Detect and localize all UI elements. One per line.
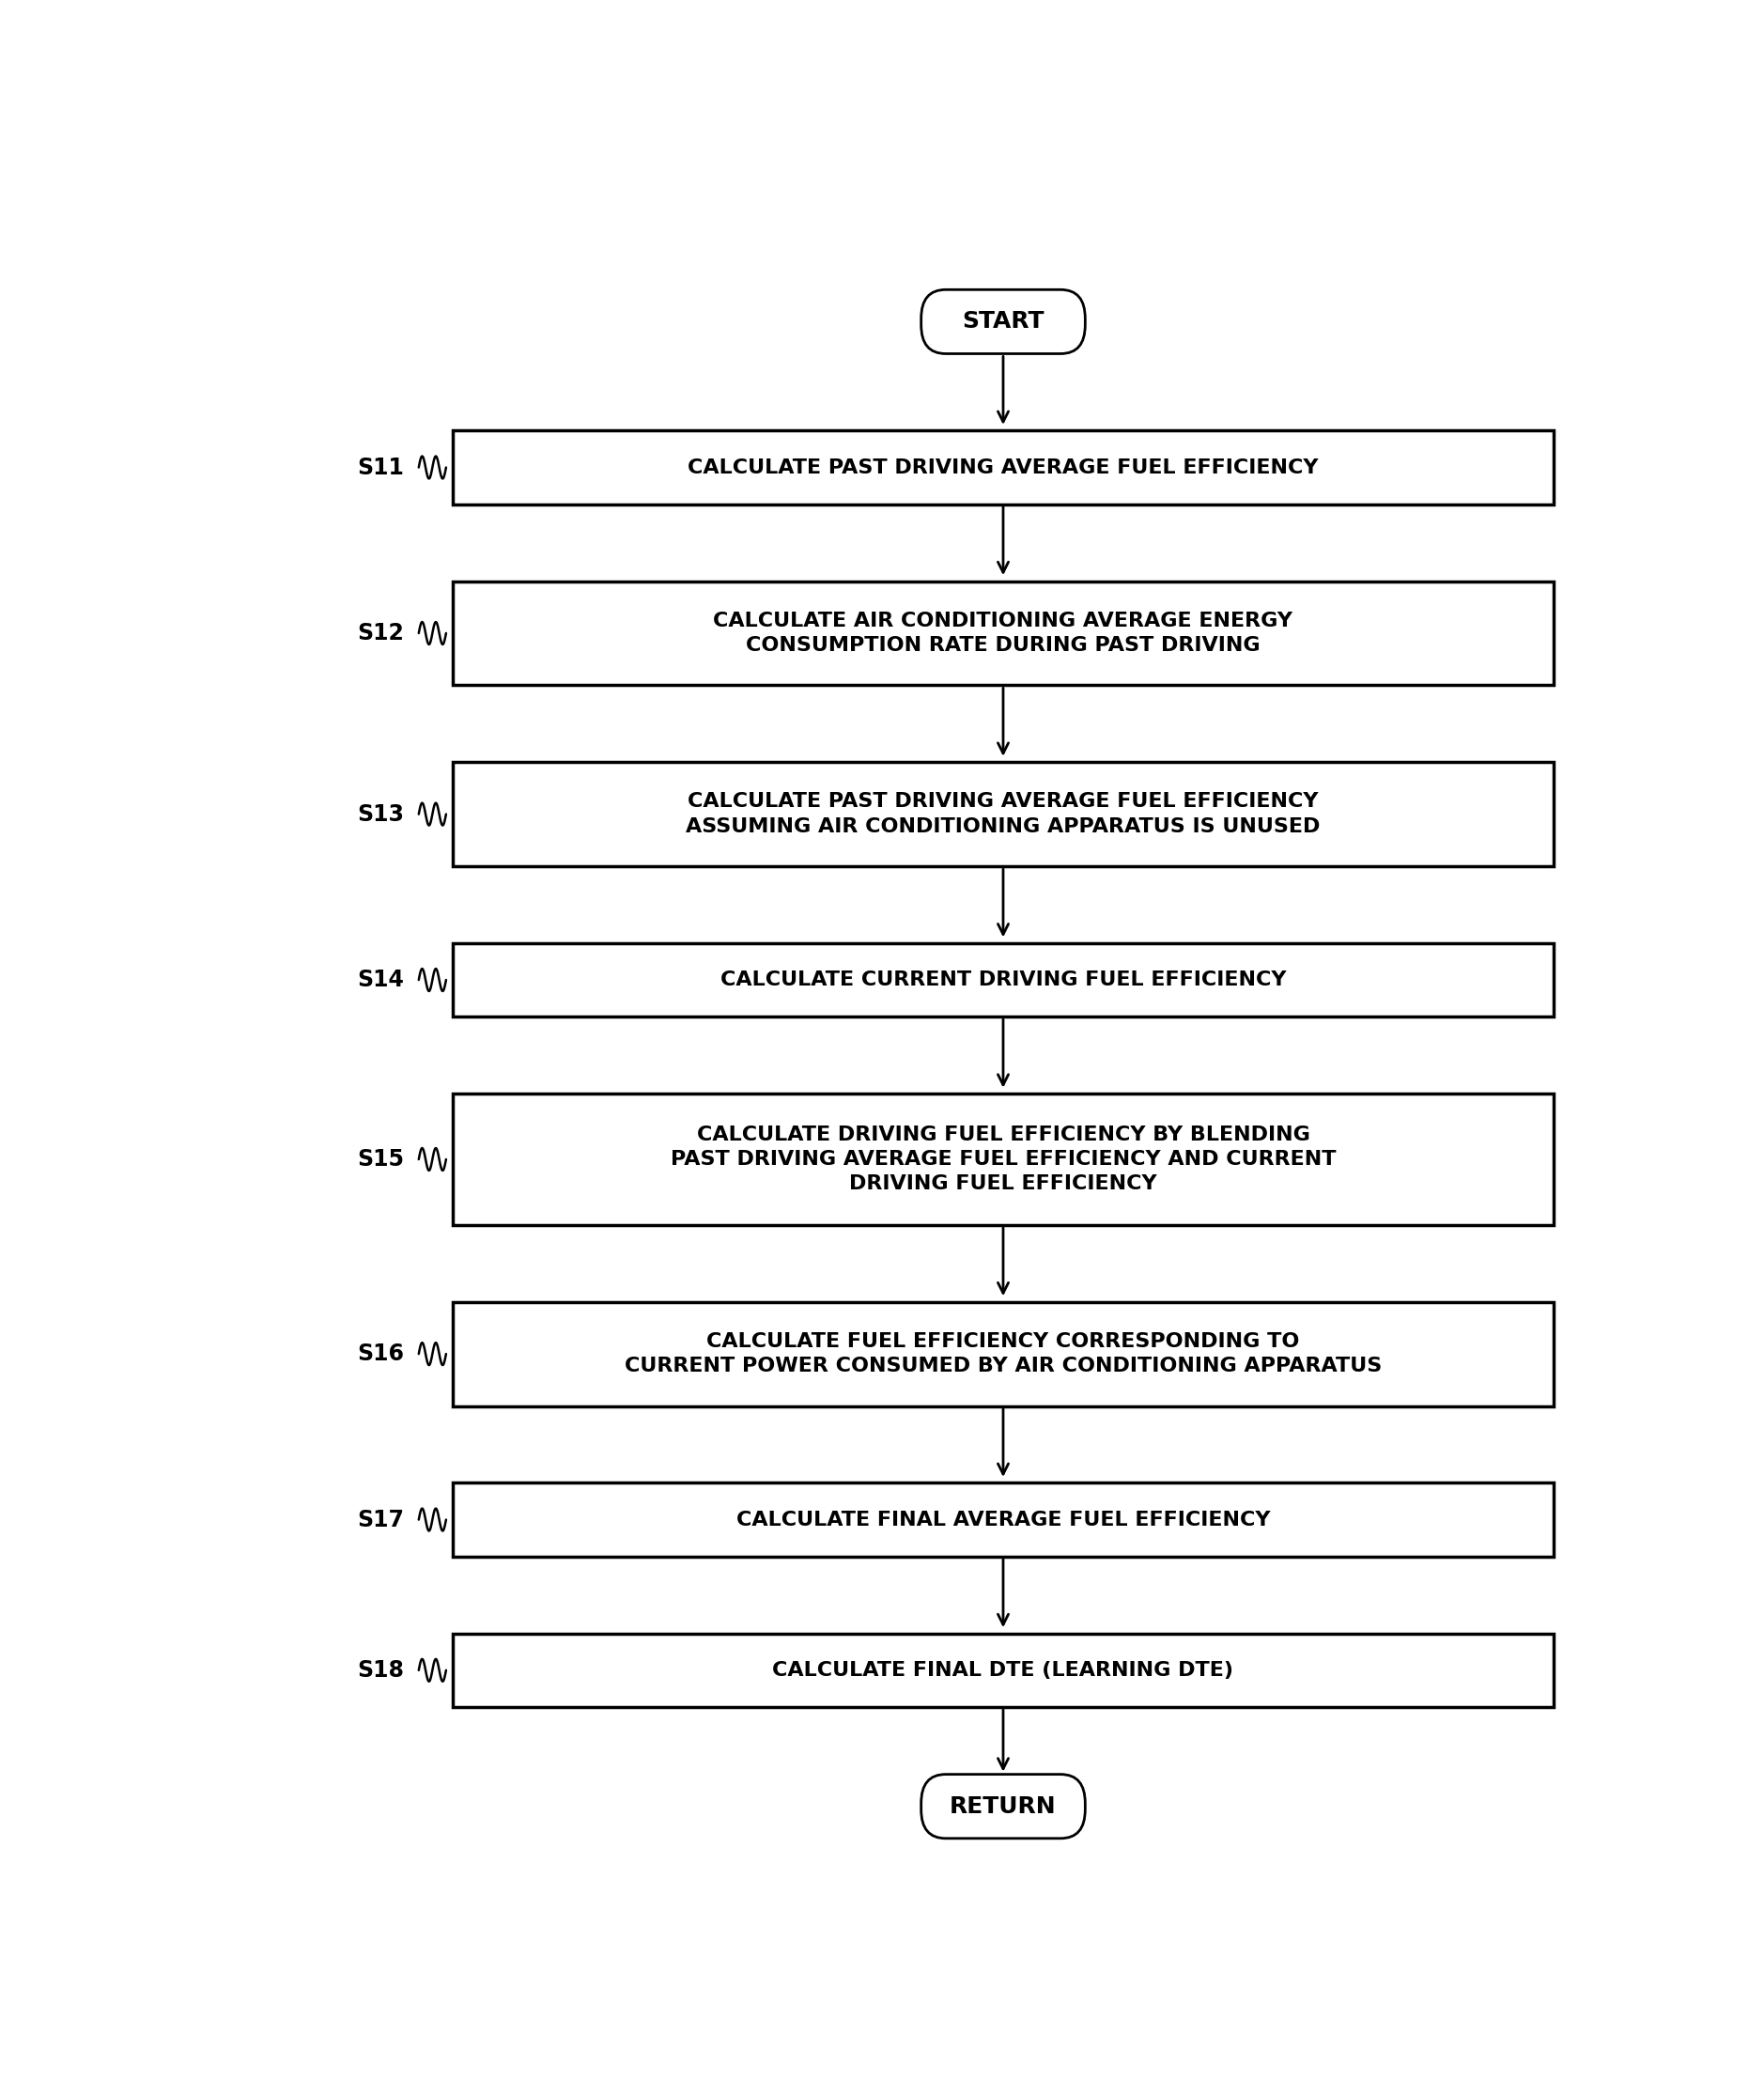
Text: S16: S16 <box>358 1342 404 1364</box>
Text: S11: S11 <box>358 456 404 478</box>
Text: START: START <box>961 310 1044 333</box>
FancyBboxPatch shape <box>453 761 1554 865</box>
FancyBboxPatch shape <box>453 1483 1554 1556</box>
Text: CALCULATE PAST DRIVING AVERAGE FUEL EFFICIENCY
ASSUMING AIR CONDITIONING APPARAT: CALCULATE PAST DRIVING AVERAGE FUEL EFFI… <box>686 792 1319 836</box>
FancyBboxPatch shape <box>453 1302 1554 1406</box>
Text: CALCULATE CURRENT DRIVING FUEL EFFICIENCY: CALCULATE CURRENT DRIVING FUEL EFFICIENC… <box>720 971 1286 990</box>
Text: CALCULATE FINAL DTE (LEARNING DTE): CALCULATE FINAL DTE (LEARNING DTE) <box>773 1660 1233 1681</box>
Text: S14: S14 <box>358 969 404 992</box>
FancyBboxPatch shape <box>921 289 1085 354</box>
FancyBboxPatch shape <box>453 580 1554 684</box>
Text: CALCULATE FUEL EFFICIENCY CORRESPONDING TO
CURRENT POWER CONSUMED BY AIR CONDITI: CALCULATE FUEL EFFICIENCY CORRESPONDING … <box>624 1331 1381 1375</box>
Text: CALCULATE AIR CONDITIONING AVERAGE ENERGY
CONSUMPTION RATE DURING PAST DRIVING: CALCULATE AIR CONDITIONING AVERAGE ENERG… <box>713 612 1293 655</box>
Text: CALCULATE DRIVING FUEL EFFICIENCY BY BLENDING
PAST DRIVING AVERAGE FUEL EFFICIEN: CALCULATE DRIVING FUEL EFFICIENCY BY BLE… <box>670 1125 1335 1194</box>
Text: S15: S15 <box>358 1148 404 1171</box>
FancyBboxPatch shape <box>453 1633 1554 1708</box>
Text: CALCULATE FINAL AVERAGE FUEL EFFICIENCY: CALCULATE FINAL AVERAGE FUEL EFFICIENCY <box>736 1510 1270 1529</box>
FancyBboxPatch shape <box>453 431 1554 503</box>
FancyBboxPatch shape <box>921 1774 1085 1839</box>
Text: CALCULATE PAST DRIVING AVERAGE FUEL EFFICIENCY: CALCULATE PAST DRIVING AVERAGE FUEL EFFI… <box>688 458 1318 476</box>
Text: S17: S17 <box>358 1508 404 1531</box>
FancyBboxPatch shape <box>453 942 1554 1017</box>
Text: S12: S12 <box>358 622 404 645</box>
Text: S18: S18 <box>358 1660 404 1681</box>
Text: RETURN: RETURN <box>949 1795 1057 1818</box>
FancyBboxPatch shape <box>453 1094 1554 1225</box>
Text: S13: S13 <box>358 803 404 826</box>
